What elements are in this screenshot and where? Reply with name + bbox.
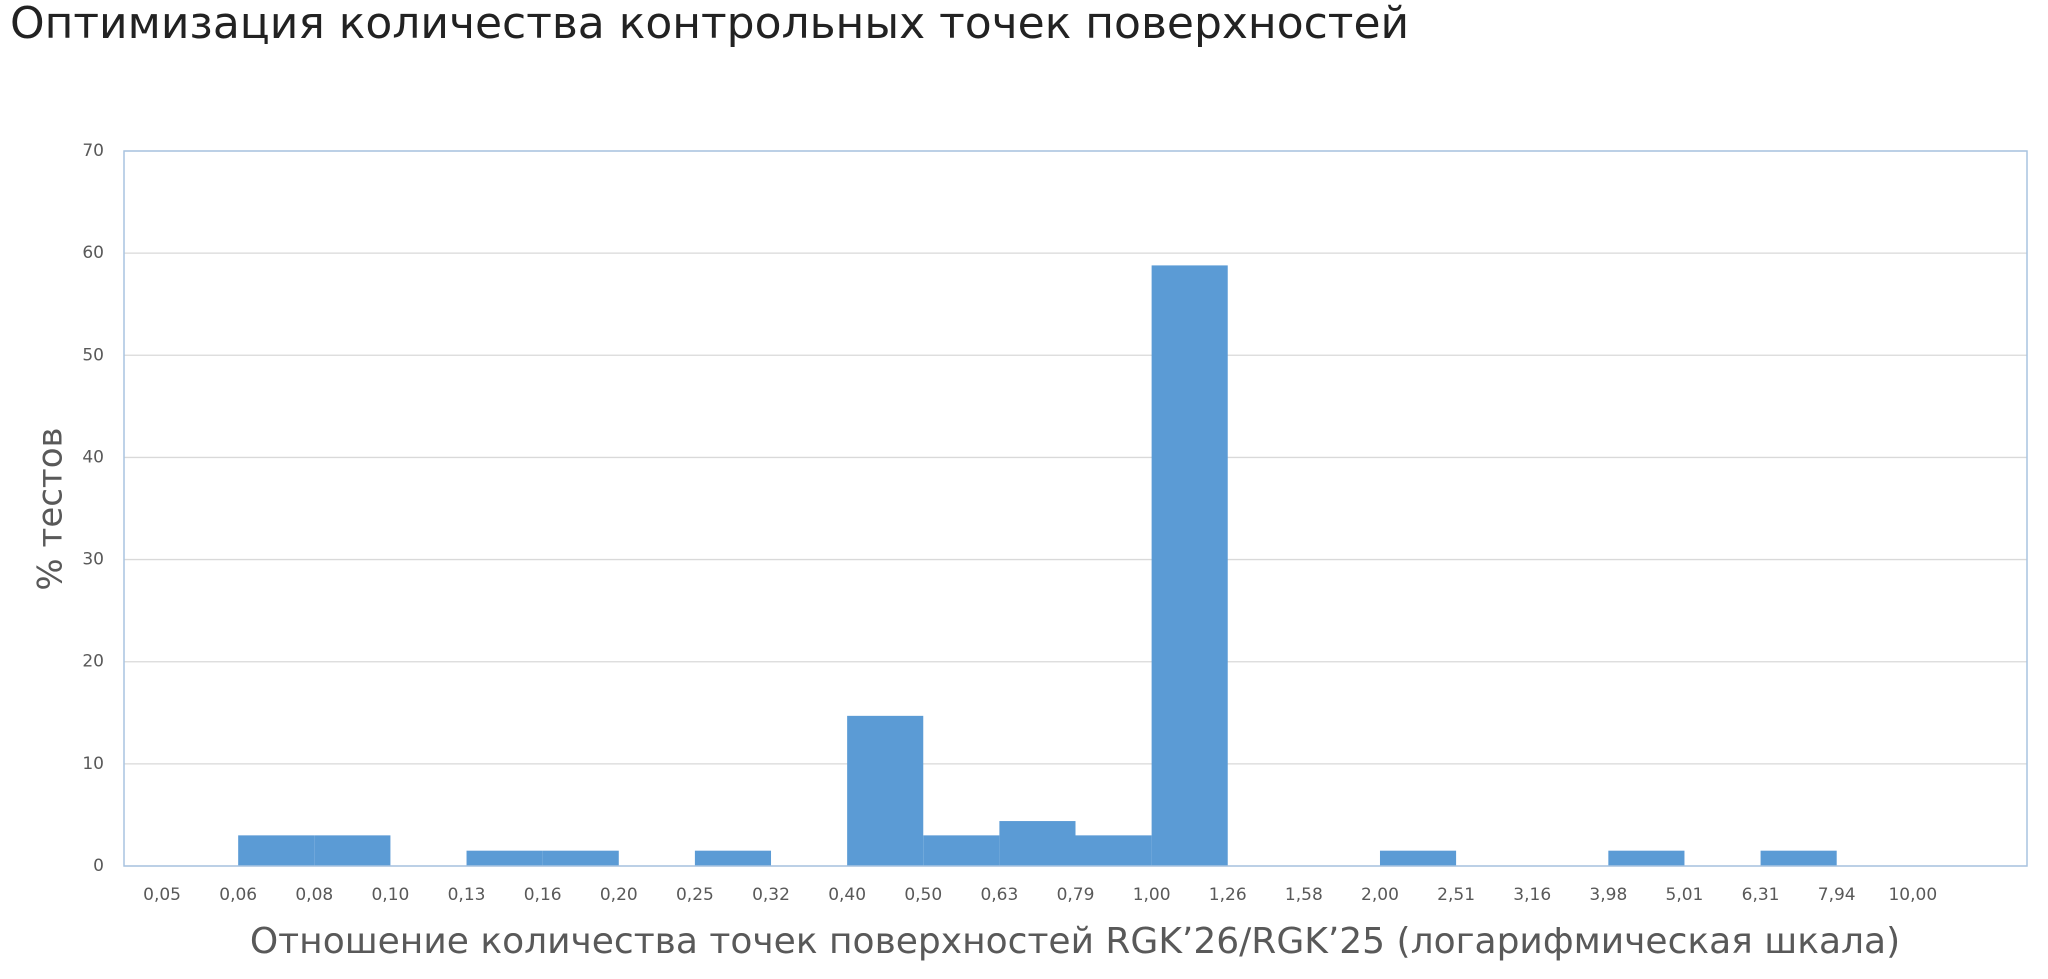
x-tick-label: 0,40 [828, 885, 866, 905]
y-tick-label: 0 [93, 856, 104, 876]
x-tick-label: 3,98 [1589, 885, 1627, 905]
bar [999, 821, 1076, 866]
x-tick-label: 6,31 [1742, 885, 1780, 905]
x-tick-label: 0,10 [371, 885, 409, 905]
bar [1151, 265, 1228, 866]
bar [238, 835, 315, 866]
x-tick-label: 1,26 [1209, 885, 1247, 905]
x-tick-label: 0,16 [524, 885, 562, 905]
bar [314, 835, 391, 866]
bar [1075, 835, 1152, 866]
y-axis-label: % тестов [31, 427, 71, 590]
bar [694, 850, 772, 866]
x-tick-label: 7,94 [1818, 885, 1856, 905]
y-tick-label: 40 [82, 447, 104, 467]
x-tick-label: 0,05 [143, 885, 181, 905]
bar [1608, 850, 1685, 866]
x-tick-label: 10,00 [1888, 885, 1937, 905]
chart-title: Оптимизация количества контрольных точек… [10, 0, 1409, 49]
bar [1760, 850, 1837, 866]
x-tick-label: 0,13 [448, 885, 486, 905]
x-tick-label: 1,58 [1285, 885, 1323, 905]
x-tick-label: 1,00 [1133, 885, 1171, 905]
x-tick-label: 0,50 [904, 885, 942, 905]
x-tick-label: 0,63 [980, 885, 1018, 905]
x-tick-label: 0,20 [600, 885, 638, 905]
bar [923, 835, 1000, 866]
y-tick-label: 10 [82, 754, 104, 774]
x-tick-label: 0,79 [1057, 885, 1095, 905]
y-tick-label: 60 [82, 243, 104, 263]
y-tick-label: 50 [82, 345, 104, 365]
x-tick-label: 0,25 [676, 885, 714, 905]
y-tick-label: 20 [82, 652, 104, 672]
x-tick-label: 0,08 [295, 885, 333, 905]
bar [466, 850, 543, 866]
bar [1379, 850, 1457, 866]
plot-border [123, 150, 2028, 867]
y-tick-label: 70 [82, 141, 104, 161]
bar [542, 850, 619, 866]
x-axis-label: Отношение количества точек поверхностей … [250, 921, 1900, 962]
x-tick-label: 2,51 [1437, 885, 1475, 905]
y-tick-label: 30 [82, 550, 104, 570]
x-tick-label: 3,16 [1513, 885, 1551, 905]
x-tick-label: 2,00 [1361, 885, 1399, 905]
x-tick-label: 0,32 [752, 885, 790, 905]
x-tick-label: 5,01 [1666, 885, 1704, 905]
bar [847, 715, 924, 866]
x-tick-label: 0,06 [219, 885, 257, 905]
